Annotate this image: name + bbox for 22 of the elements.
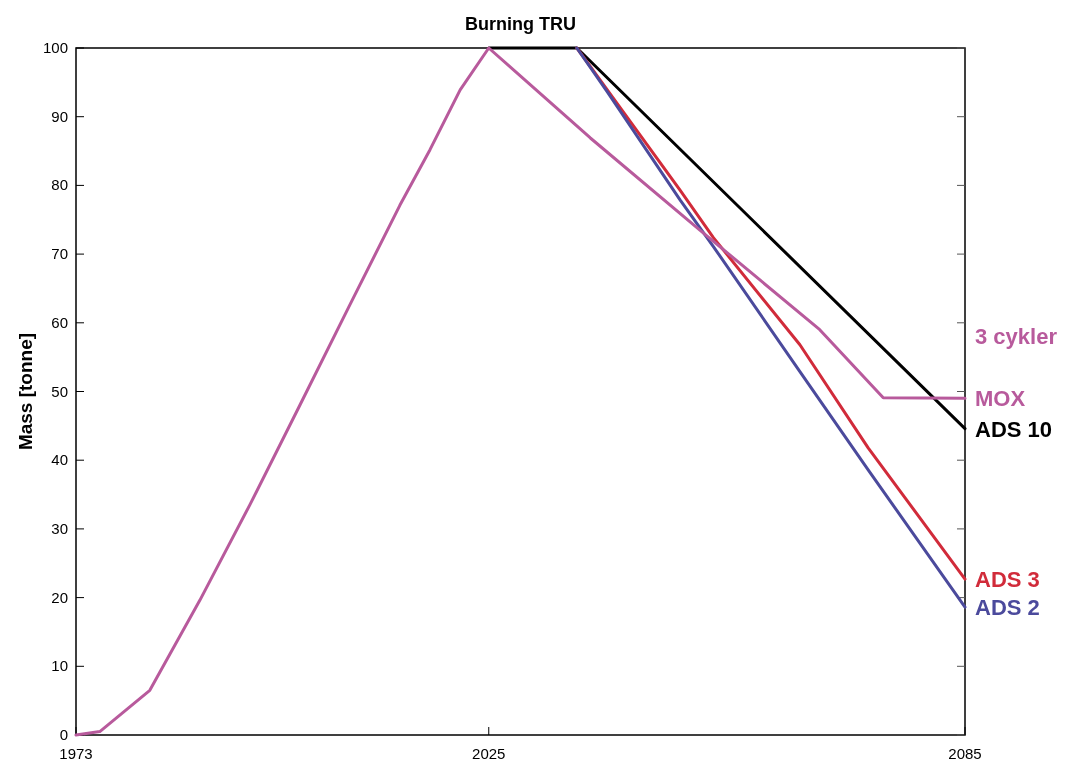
y-tick-label: 0 [59, 726, 68, 743]
y-tick-label: 90 [51, 107, 68, 125]
y-tick-label: 70 [51, 245, 68, 263]
line-series [74, 46, 967, 737]
y-tick-label: 60 [51, 313, 68, 331]
text: 3 cykler [975, 324, 1058, 350]
y-tick-label: 50 [51, 382, 68, 400]
y-tick-label: 20 [51, 588, 68, 606]
y-tick-label: 30 [51, 519, 68, 537]
x-tick-label: 1973 [59, 745, 93, 762]
chart-title: Burning TRU [465, 14, 576, 34]
x-tick-label: 2025 [472, 745, 506, 762]
y-tick-label: 40 [51, 451, 68, 469]
y-tick-label: 100 [42, 39, 68, 56]
series-label: MOX [975, 386, 1026, 412]
series-label: ADS 2 [975, 595, 1040, 621]
y-axis-title: Mass [tonne] [15, 332, 36, 451]
y-tick-label: 10 [51, 657, 68, 675]
series-label: ADS 3 [975, 567, 1040, 593]
series-label: ADS 10 [975, 416, 1053, 442]
y-tick-label: 80 [51, 176, 68, 194]
x-tick-label: 2085 [948, 745, 982, 762]
